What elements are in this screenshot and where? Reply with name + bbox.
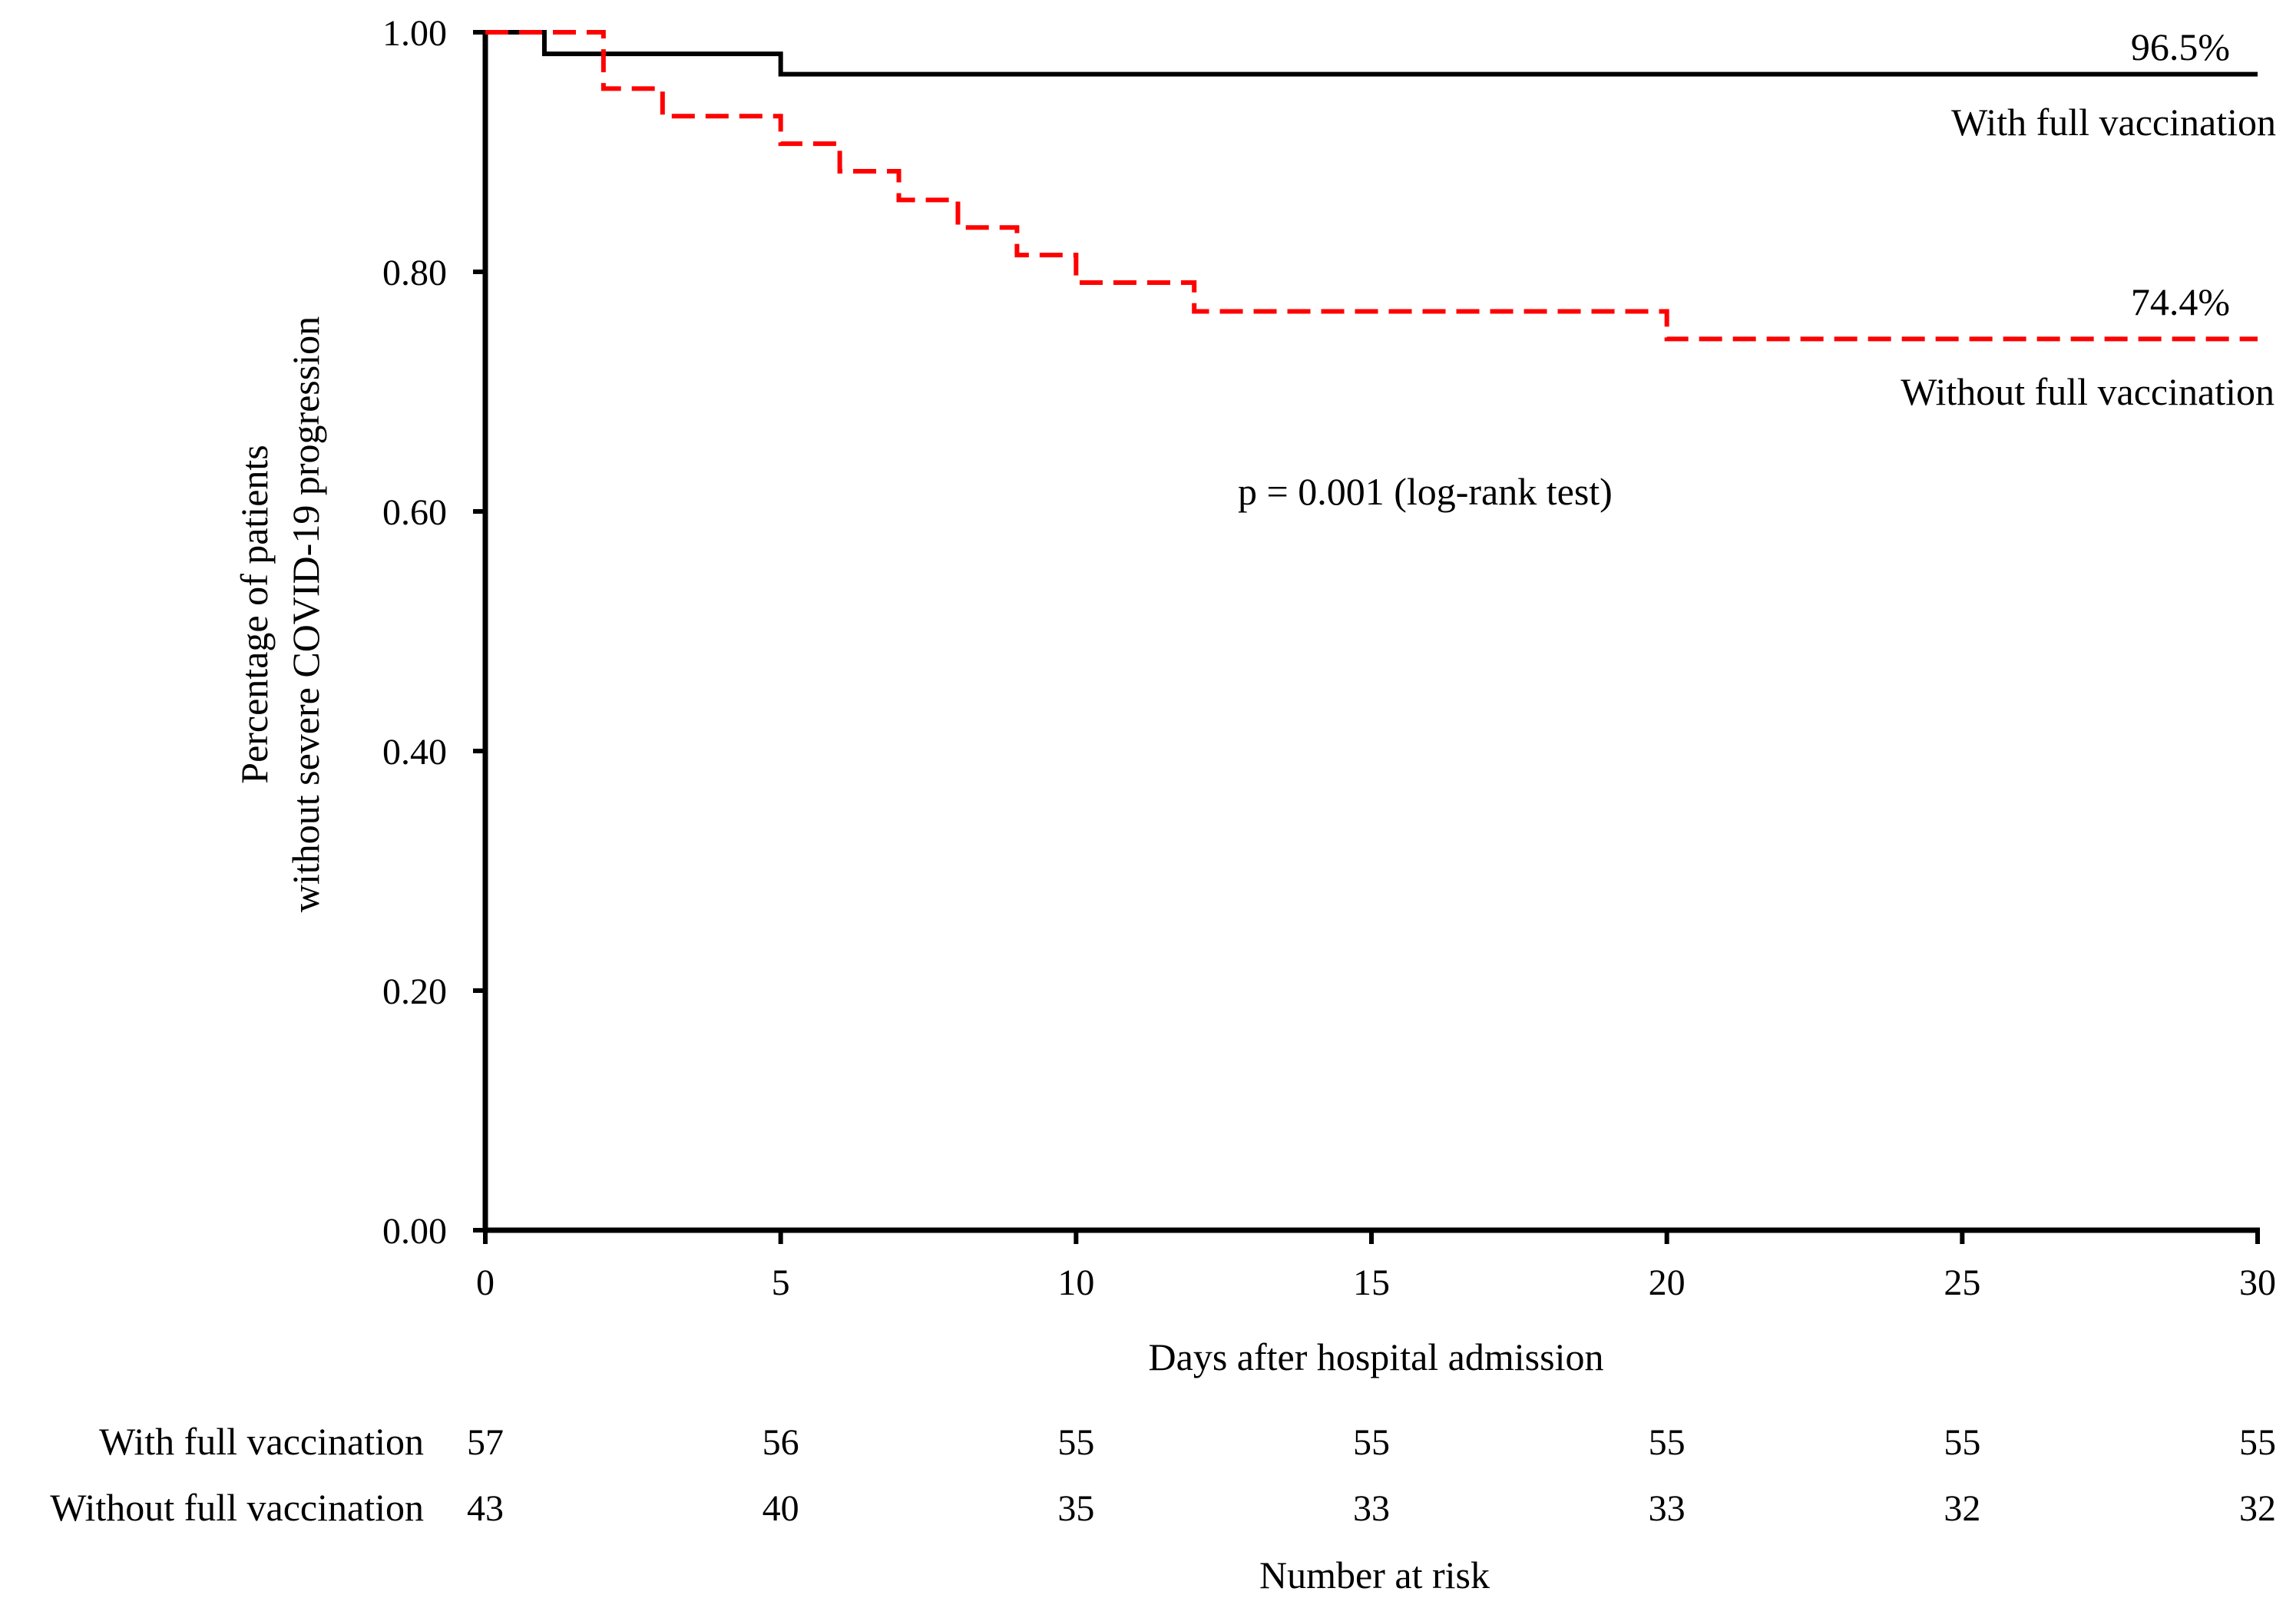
y-axis-title-line1: Percentage of patients — [233, 445, 276, 783]
series-line-with-vaccination — [485, 30, 2258, 77]
x-tick-label: 25 — [1944, 1262, 1980, 1303]
y-tick-label: 0.40 — [382, 732, 447, 773]
y-tick-label: 0.60 — [382, 492, 447, 533]
y-tick-label: 1.00 — [382, 13, 447, 54]
series-lines — [485, 30, 2258, 342]
risk-table: With full vaccination 57 56 55 55 55 55 55 Witho… — [50, 1420, 2276, 1596]
end-label-with-vaccination: 96.5% — [2131, 25, 2230, 68]
risk-value: 32 — [1944, 1488, 1980, 1529]
risk-value: 33 — [1649, 1488, 1686, 1529]
x-tick-label: 5 — [772, 1262, 790, 1303]
risk-row-label: Without full vaccination — [50, 1486, 424, 1529]
x-tick-label: 15 — [1353, 1262, 1390, 1303]
x-tick-label: 0 — [476, 1262, 495, 1303]
labels: 96.5% With full vaccination 74.4% Without f… — [1238, 25, 2276, 513]
x-tick-label: 10 — [1057, 1262, 1094, 1303]
risk-value: 55 — [1649, 1422, 1686, 1463]
risk-table-title: Number at risk — [1259, 1553, 1490, 1596]
y-tick-label: 0.20 — [382, 971, 447, 1012]
y-tick-label: 0.00 — [382, 1211, 447, 1252]
risk-value: 40 — [763, 1488, 799, 1529]
risk-value: 43 — [467, 1488, 504, 1529]
end-label-without-vaccination: 74.4% — [2131, 280, 2230, 323]
risk-value: 57 — [467, 1422, 504, 1463]
risk-value: 35 — [1057, 1488, 1094, 1529]
y-axis-title-line2: without severe COVID-19 progression — [284, 316, 327, 912]
axes: 0.00 0.20 0.40 0.60 0.80 1.00 0 5 10 15 20 25 30 Days… — [233, 13, 2276, 1378]
risk-value: 56 — [763, 1422, 799, 1463]
risk-value: 55 — [1057, 1422, 1094, 1463]
risk-value: 33 — [1353, 1488, 1390, 1529]
risk-value: 55 — [1944, 1422, 1980, 1463]
y-tick-label: 0.80 — [382, 253, 447, 293]
series-line-without-vaccination — [485, 30, 2258, 342]
x-axis-title: Days after hospital admission — [1149, 1335, 1604, 1378]
series-label-with-vaccination: With full vaccination — [1951, 101, 2276, 144]
p-value-annotation: p = 0.001 (log-rank test) — [1238, 470, 1613, 513]
risk-value: 55 — [2239, 1422, 2276, 1463]
series-label-without-vaccination: Without full vaccination — [1901, 370, 2274, 413]
risk-row-label: With full vaccination — [99, 1420, 424, 1463]
x-tick-label: 30 — [2239, 1262, 2276, 1303]
risk-value: 55 — [1353, 1422, 1390, 1463]
x-tick-label: 20 — [1649, 1262, 1686, 1303]
risk-value: 32 — [2239, 1488, 2276, 1529]
